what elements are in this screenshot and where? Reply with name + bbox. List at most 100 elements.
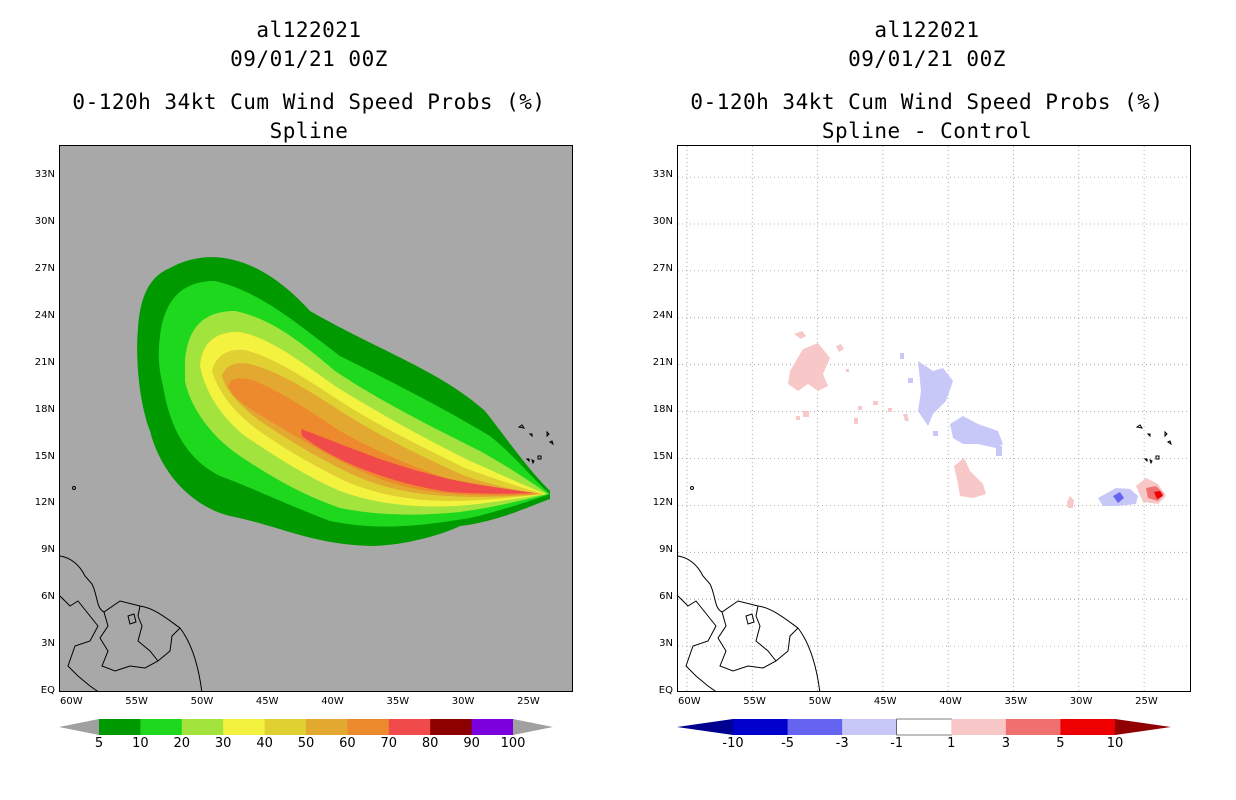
y-tick-label: 9N <box>41 544 55 556</box>
x-tick-label: 30W <box>1069 696 1093 707</box>
colorbar-label: 30 <box>214 736 232 751</box>
colorbar-label: 1 <box>947 736 956 751</box>
x-tick-label: 45W <box>255 696 279 707</box>
right-chart-title: 0-120h 34kt Cum Wind Speed Probs (%) <box>690 90 1164 114</box>
colorbar-label: 40 <box>256 736 273 751</box>
right-storm-id: al122021 <box>874 18 980 42</box>
colorbar-swatch <box>99 719 141 735</box>
right-colorbar <box>677 718 1171 736</box>
colorbar-label: 5 <box>94 736 104 751</box>
colorbar-label: -5 <box>781 736 795 751</box>
y-tick-label: 18N <box>652 403 673 415</box>
left-date: 09/01/21 00Z <box>230 47 388 71</box>
colorbar-label: 90 <box>463 736 480 751</box>
x-tick-label: 40W <box>939 696 962 707</box>
y-tick-label: 9N <box>659 544 673 556</box>
x-tick-label: 50W <box>190 696 214 707</box>
x-tick-label: 35W <box>1004 696 1028 707</box>
left-chart-title: 0-120h 34kt Cum Wind Speed Probs (%) <box>72 90 546 114</box>
colorbar-swatch <box>430 719 473 735</box>
cape-verde-islands <box>517 424 554 465</box>
colorbar-label: 3 <box>1001 736 1010 751</box>
colorbar-swatch <box>471 719 514 735</box>
diff-positive-speck-south <box>1067 496 1074 508</box>
colorbar-label: -3 <box>835 736 849 751</box>
x-tick-label: 60W <box>678 696 701 707</box>
island-tobago <box>72 486 76 490</box>
left-coastline-map <box>60 424 554 691</box>
y-tick-label: 3N <box>41 638 55 650</box>
y-tick-label: 15N <box>652 450 673 462</box>
colorbar-label: 70 <box>380 736 398 751</box>
x-tick-label: 45W <box>873 696 897 707</box>
y-tick-label: EQ <box>40 685 55 696</box>
y-tick-label: 33N <box>34 169 55 181</box>
y-tick-label: 3N <box>659 638 673 650</box>
y-tick-label: 21N <box>34 356 55 368</box>
colorbar-label: 10 <box>1106 736 1124 751</box>
colorbar-label: 80 <box>421 736 439 751</box>
suriname-border <box>755 605 777 662</box>
colorbar-swatch <box>896 718 953 736</box>
south-america-coast <box>678 555 821 691</box>
x-tick-label: 25W <box>1135 696 1158 707</box>
diff-positive-specks <box>794 331 909 424</box>
prob-contour-70 <box>301 429 535 494</box>
lake-feature <box>745 613 755 625</box>
x-tick-label: 30W <box>451 696 475 707</box>
y-tick-label: 21N <box>652 356 673 368</box>
y-tick-label: 6N <box>659 591 673 603</box>
y-tick-label: 18N <box>34 403 55 415</box>
guyana-border <box>717 611 799 672</box>
y-tick-label: 24N <box>652 309 673 321</box>
colorbar-left-arrow <box>677 719 733 735</box>
left-panel: al122021 09/01/21 00Z 0-120h 34kt Cum Wi… <box>34 18 573 751</box>
y-tick-label: 12N <box>34 497 55 509</box>
diff-negative-small <box>996 446 1002 456</box>
colorbar-swatch <box>1060 719 1116 735</box>
x-tick-label: 55W <box>125 696 148 707</box>
y-tick-label: 24N <box>34 309 55 321</box>
left-plot-area <box>59 145 573 692</box>
diff-negative-region-mid <box>918 361 953 426</box>
y-tick-label: 12N <box>652 497 673 509</box>
x-tick-label: 40W <box>321 696 344 707</box>
suriname-border <box>137 605 159 662</box>
colorbar-swatch <box>1005 719 1061 735</box>
colorbar-swatch <box>223 719 266 735</box>
right-chart-subtitle: Spline - Control <box>821 119 1033 143</box>
y-tick-label: 30N <box>34 216 55 227</box>
venezuela-border <box>678 595 717 691</box>
x-tick-label: 50W <box>808 696 832 707</box>
colorbar-right-arrow <box>513 719 553 735</box>
colorbar-label: 5 <box>1056 736 1065 751</box>
colorbar-swatch <box>264 719 307 735</box>
diff-negative-core-far-east <box>1113 492 1124 503</box>
guyana-border <box>99 611 181 672</box>
colorbar-left-arrow <box>59 719 99 735</box>
left-colorbar <box>59 719 553 735</box>
colorbar-swatch <box>842 719 898 735</box>
y-tick-label: 27N <box>34 262 55 274</box>
plot-background <box>678 146 1190 691</box>
diff-positive-region-west <box>788 343 830 391</box>
prob-contour-50 <box>222 363 542 498</box>
colorbar-label: -10 <box>722 736 744 751</box>
diff-negative-region-east <box>950 416 1003 448</box>
left-storm-id: al122021 <box>256 18 362 42</box>
right-difference-contours <box>788 331 1166 508</box>
left-chart-subtitle: Spline <box>269 119 349 143</box>
colorbar-swatch <box>140 719 183 735</box>
left-probability-contours <box>137 257 550 546</box>
colorbar-swatch <box>733 719 789 735</box>
colorbar-label: 10 <box>132 736 149 751</box>
x-tick-label: 55W <box>743 696 766 707</box>
right-date: 09/01/21 00Z <box>848 47 1006 71</box>
venezuela-border <box>60 595 99 691</box>
y-tick-label: 30N <box>652 216 673 227</box>
colorbar-swatch <box>388 719 431 735</box>
colorbar-label: 100 <box>500 736 526 751</box>
cape-verde-islands <box>1135 424 1172 465</box>
diff-positive-region-south <box>954 458 986 498</box>
diff-positive-region-west-core <box>810 353 822 366</box>
